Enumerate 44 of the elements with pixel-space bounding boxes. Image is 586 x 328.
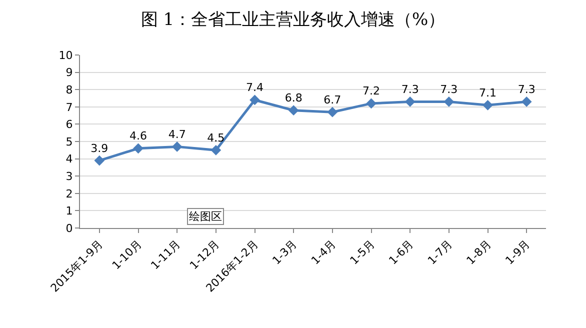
data-label: 6.8: [284, 92, 302, 105]
chart-title: 图 1：全省工业主营业务收入增速（%）: [140, 10, 446, 30]
y-tick-label: 8: [66, 83, 73, 96]
point: [288, 105, 299, 116]
y-tick-label: 1: [66, 204, 73, 218]
data-label: 4.6: [130, 130, 147, 143]
point: [327, 106, 338, 118]
point: [250, 94, 260, 106]
data-label: 7.3: [440, 82, 458, 96]
y-tick-label: 2: [66, 187, 73, 200]
data-label: 4.7: [168, 128, 186, 141]
data-label: 3.9: [90, 142, 108, 155]
y-tick-label: 0: [66, 222, 73, 235]
point: [210, 144, 222, 156]
y-tick-label: 9: [66, 66, 73, 80]
x-tick-label: 1-9月: [502, 238, 533, 268]
data-label: 7.4: [246, 81, 264, 94]
x-tick-label: 1-7月: [425, 238, 455, 268]
y-tick-label: 4: [66, 152, 73, 166]
x-tick-label: 1-3月: [270, 238, 300, 268]
data-label: 6.7: [324, 93, 342, 106]
point: [444, 96, 454, 107]
y-tick-label: 6: [66, 118, 73, 132]
y-tick-label: 7: [66, 100, 73, 114]
point: [521, 96, 532, 107]
data-label: 7.3: [401, 82, 419, 96]
data-label: 7.3: [518, 82, 536, 96]
data-label: 4.5: [207, 131, 225, 144]
data-label: 7.2: [362, 84, 380, 98]
y-tick-label: 10: [58, 48, 73, 62]
point: [404, 96, 416, 107]
x-tick-label: 1-4月: [308, 238, 338, 268]
y-tick-label: 3: [66, 170, 73, 183]
point: [94, 155, 105, 166]
point: [133, 143, 144, 154]
x-tick-label: 1-8月: [464, 238, 494, 268]
data-label: 7.1: [479, 86, 496, 100]
point: [172, 141, 182, 152]
annotation: 绘图区: [189, 210, 222, 223]
point: [366, 98, 376, 109]
x-tick-label: 1-5月: [348, 238, 378, 268]
y-tick-label: 5: [66, 135, 73, 148]
point: [482, 100, 493, 110]
x-tick-label: 1-6月: [386, 238, 416, 268]
